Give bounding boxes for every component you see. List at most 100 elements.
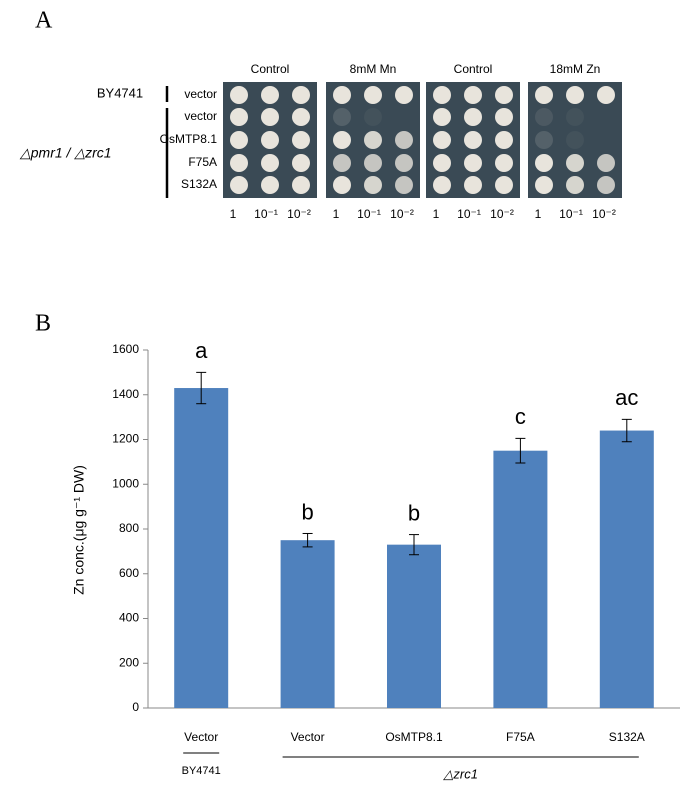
row-label: OsMTP8.1 [160,132,218,146]
x-tick-label: F75A [506,730,535,744]
dilution-label: 1 [535,207,542,221]
colony-spot [230,154,248,172]
row-label: vector [184,109,217,123]
x-tick-label: S132A [609,730,645,744]
dilution-label: 10⁻¹ [559,207,583,221]
dilution-label: 10⁻¹ [457,207,481,221]
colony-spot [464,108,482,126]
group-label: BY4741 [182,765,221,777]
colony-spot [230,86,248,104]
colony-spot [333,176,351,194]
colony-spot [395,176,413,194]
colony-spot [495,131,513,149]
y-tick-label: 800 [119,521,139,535]
colony-spot [566,154,584,172]
row-label: vector [184,87,217,101]
significance-letter: b [408,500,420,525]
dilution-label: 1 [333,207,340,221]
condition-label: Control [251,62,290,76]
colony-spot [333,154,351,172]
colony-spot [292,108,310,126]
colony-spot [395,131,413,149]
condition-label: 18mM Zn [550,62,601,76]
y-tick-label: 0 [132,700,139,714]
dilution-label: 10⁻¹ [357,207,381,221]
dilution-label: 10⁻² [390,207,414,221]
colony-spot [464,131,482,149]
colony-spot [566,108,584,126]
bar [280,540,335,708]
colony-spot [230,108,248,126]
colony-spot [395,154,413,172]
x-tick-label: OsMTP8.1 [385,730,443,744]
bar [174,388,229,708]
colony-spot [230,131,248,149]
significance-letter: ac [615,385,638,410]
condition-label: Control [454,62,493,76]
colony-spot [292,86,310,104]
dilution-label: 10⁻¹ [254,207,278,221]
colony-spot [230,176,248,194]
colony-spot [364,176,382,194]
colony-spot [464,176,482,194]
colony-spot [597,154,615,172]
significance-letter: b [301,499,313,524]
panel-label: B [35,311,51,337]
colony-spot [535,176,553,194]
colony-spot [433,131,451,149]
strain-label: △pmr1 / △zrc1 [19,145,112,161]
dilution-label: 10⁻² [287,207,311,221]
bar [599,430,654,708]
x-tick-label: Vector [291,730,325,744]
y-axis-label: Zn conc.(μg g⁻¹ DW) [71,465,87,595]
row-label: S132A [181,177,217,191]
y-tick-label: 1200 [112,432,139,446]
panel-label: A [35,8,53,34]
colony-spot [333,131,351,149]
colony-spot [464,86,482,104]
colony-spot [433,108,451,126]
y-tick-label: 1400 [112,387,139,401]
colony-spot [495,86,513,104]
dilution-label: 1 [230,207,237,221]
colony-spot [433,176,451,194]
colony-spot [364,131,382,149]
colony-spot [566,131,584,149]
colony-spot [495,108,513,126]
significance-letter: a [195,338,208,363]
group-label: △zrc1 [442,766,478,781]
strain-label: BY4741 [97,85,143,100]
dilution-label: 10⁻² [592,207,616,221]
bar [493,450,548,708]
colony-spot [261,176,279,194]
colony-spot [597,176,615,194]
colony-spot [464,154,482,172]
colony-spot [597,86,615,104]
colony-spot [292,176,310,194]
colony-spot [535,131,553,149]
significance-letter: c [515,404,526,429]
colony-spot [364,86,382,104]
colony-spot [261,131,279,149]
colony-spot [333,108,351,126]
row-label: F75A [188,155,217,169]
colony-spot [433,86,451,104]
colony-spot [535,86,553,104]
dilution-label: 10⁻² [490,207,514,221]
colony-spot [261,154,279,172]
colony-spot [261,86,279,104]
y-tick-label: 200 [119,655,139,669]
colony-spot [566,86,584,104]
colony-spot [333,86,351,104]
colony-spot [395,86,413,104]
colony-spot [566,176,584,194]
bar [387,544,441,708]
y-tick-label: 1000 [112,476,139,490]
y-tick-label: 1600 [112,342,139,356]
colony-spot [495,176,513,194]
colony-spot [292,131,310,149]
dilution-label: 1 [433,207,440,221]
colony-spot [292,154,310,172]
x-tick-label: Vector [184,730,218,744]
